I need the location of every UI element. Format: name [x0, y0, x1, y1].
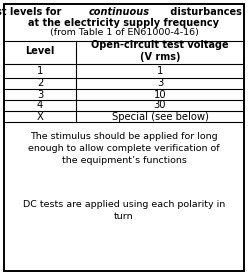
Text: Open-circuit test voltage
(V rms): Open-circuit test voltage (V rms) — [91, 40, 229, 62]
Text: 4: 4 — [37, 100, 43, 111]
Text: DC tests are applied using each polarity in
turn: DC tests are applied using each polarity… — [23, 200, 225, 221]
Text: The stimulus should be applied for long
enough to allow complete verification of: The stimulus should be applied for long … — [28, 132, 220, 165]
Text: Special (see below): Special (see below) — [112, 111, 208, 122]
Text: 1: 1 — [37, 66, 43, 76]
Text: 30: 30 — [154, 100, 166, 111]
Text: Level: Level — [25, 46, 55, 56]
Text: 2: 2 — [37, 78, 43, 89]
Text: 10: 10 — [154, 89, 166, 100]
Text: disturbances: disturbances — [167, 7, 242, 17]
Text: (from Table 1 of EN61000-4-16): (from Table 1 of EN61000-4-16) — [50, 29, 198, 37]
Text: Test levels for: Test levels for — [0, 7, 65, 17]
Text: 1: 1 — [157, 66, 163, 76]
Text: continuous: continuous — [89, 7, 150, 17]
Text: 3: 3 — [157, 78, 163, 89]
Text: X: X — [36, 111, 43, 122]
Text: at the electricity supply frequency: at the electricity supply frequency — [29, 18, 219, 28]
Text: 3: 3 — [37, 89, 43, 100]
